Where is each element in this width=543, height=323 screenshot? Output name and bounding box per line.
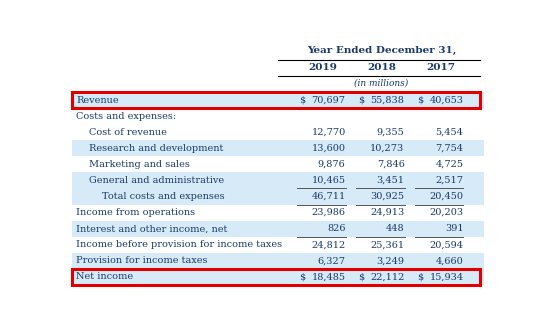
Text: 9,355: 9,355 [377, 128, 405, 137]
Text: 2,517: 2,517 [435, 176, 464, 185]
Bar [72, 124, 484, 140]
Text: $: $ [299, 96, 306, 105]
Text: 2019: 2019 [308, 63, 337, 72]
Text: 448: 448 [386, 224, 405, 233]
Text: 46,711: 46,711 [311, 192, 346, 201]
Text: 12,770: 12,770 [311, 128, 346, 137]
Text: Income before provision for income taxes: Income before provision for income taxes [76, 240, 282, 249]
Text: 3,249: 3,249 [376, 256, 405, 266]
Text: Total costs and expenses: Total costs and expenses [102, 192, 224, 201]
Bar [72, 189, 484, 204]
Text: 18,485: 18,485 [312, 272, 346, 281]
Bar [72, 140, 484, 156]
Text: 13,600: 13,600 [312, 144, 346, 153]
Text: 10,465: 10,465 [312, 176, 346, 185]
Text: $: $ [417, 96, 424, 105]
Text: Year Ended December 31,: Year Ended December 31, [307, 47, 456, 56]
Text: Provision for income taxes: Provision for income taxes [76, 256, 208, 266]
Text: Costs and expenses:: Costs and expenses: [76, 112, 176, 120]
Bar [72, 253, 484, 269]
Text: 22,112: 22,112 [370, 272, 405, 281]
Bar [72, 172, 484, 189]
Text: Revenue: Revenue [76, 96, 119, 105]
Text: 24,812: 24,812 [311, 240, 346, 249]
Bar [72, 156, 484, 172]
Text: 9,876: 9,876 [318, 160, 346, 169]
Text: $: $ [299, 272, 306, 281]
Text: (in millions): (in millions) [354, 78, 408, 88]
Text: 20,594: 20,594 [430, 240, 464, 249]
Text: 826: 826 [327, 224, 346, 233]
Text: 2018: 2018 [367, 63, 396, 72]
Bar [72, 92, 484, 108]
Text: 70,697: 70,697 [312, 96, 346, 105]
Text: 40,653: 40,653 [430, 96, 464, 105]
Text: Marketing and sales: Marketing and sales [89, 160, 190, 169]
Text: 10,273: 10,273 [370, 144, 405, 153]
Text: 6,327: 6,327 [318, 256, 346, 266]
Text: Income from operations: Income from operations [76, 208, 195, 217]
Text: 30,925: 30,925 [370, 192, 405, 201]
Text: 2017: 2017 [426, 63, 455, 72]
Bar [72, 221, 484, 237]
Text: Net income: Net income [76, 272, 134, 281]
Text: 20,203: 20,203 [430, 208, 464, 217]
Text: 55,838: 55,838 [371, 96, 405, 105]
Text: 7,754: 7,754 [435, 144, 464, 153]
Bar [72, 108, 484, 124]
Text: 5,454: 5,454 [435, 128, 464, 137]
Bar [72, 269, 484, 285]
Text: 4,725: 4,725 [435, 160, 464, 169]
Text: General and administrative: General and administrative [89, 176, 224, 185]
Text: 24,913: 24,913 [370, 208, 405, 217]
Text: 20,450: 20,450 [430, 192, 464, 201]
Text: 391: 391 [445, 224, 464, 233]
Text: Research and development: Research and development [89, 144, 223, 153]
Text: $: $ [417, 272, 424, 281]
Text: 4,660: 4,660 [435, 256, 464, 266]
Text: Interest and other income, net: Interest and other income, net [76, 224, 228, 233]
Text: 15,934: 15,934 [430, 272, 464, 281]
Text: $: $ [358, 272, 364, 281]
Text: 3,451: 3,451 [376, 176, 405, 185]
Text: 25,361: 25,361 [370, 240, 405, 249]
Text: Cost of revenue: Cost of revenue [89, 128, 167, 137]
Text: 23,986: 23,986 [312, 208, 346, 217]
Bar [72, 204, 484, 221]
Bar [72, 237, 484, 253]
Text: 7,846: 7,846 [377, 160, 405, 169]
Text: $: $ [358, 96, 364, 105]
